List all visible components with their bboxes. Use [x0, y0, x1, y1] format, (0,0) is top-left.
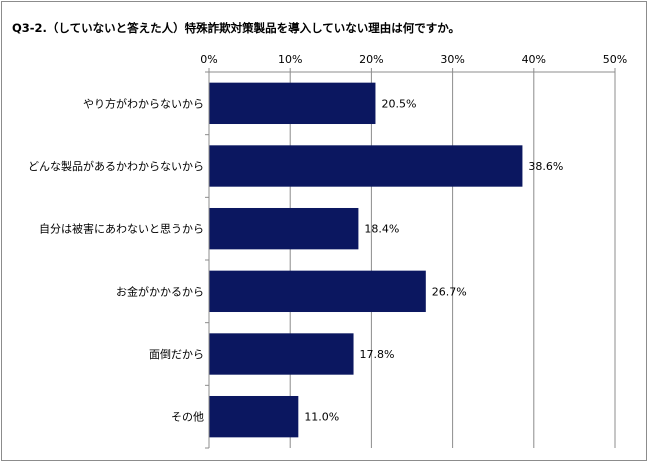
category-label: その他 — [171, 411, 204, 424]
bar — [209, 207, 359, 250]
bars — [209, 82, 523, 438]
bar — [209, 270, 426, 313]
category-labels: やり方がわからないからどんな製品があるかわからないから自分は被害にあわないと思う… — [28, 71, 209, 449]
data-labels: 20.5% 38.6% 18.4% 26.7% 17.8% 11.0% — [304, 97, 563, 423]
gridlines — [289, 72, 616, 448]
data-label: 11.0% — [304, 411, 339, 424]
x-tick-label: 30% — [440, 53, 464, 66]
x-tick-label: 10% — [278, 53, 302, 66]
bar — [209, 395, 299, 438]
category-label: やり方がわからないから — [83, 96, 204, 110]
data-label: 26.7% — [432, 285, 467, 298]
data-label: 17.8% — [360, 348, 395, 361]
x-axis-ticks: 0% 10% 20% 30% 40% 50% — [200, 53, 627, 73]
bar — [209, 145, 523, 187]
data-label: 20.5% — [381, 97, 416, 110]
bar — [209, 333, 354, 375]
category-label: 面倒だから — [149, 348, 204, 361]
x-tick-label: 50% — [603, 53, 627, 66]
chart-title: Q3-2.（していないと答えた人）特殊詐欺対策製品を導入していない理由は何ですか… — [12, 21, 460, 35]
x-tick-label: 20% — [359, 53, 383, 66]
x-tick-label: 40% — [522, 53, 546, 66]
data-label: 38.6% — [528, 160, 563, 173]
category-label: どんな製品があるかわからないから — [28, 159, 204, 173]
category-label: 自分は被害にあわないと思うから — [39, 222, 204, 236]
data-label: 18.4% — [364, 223, 399, 236]
x-tick-label: 0% — [200, 53, 217, 66]
bar — [209, 82, 376, 125]
category-label: お金がかかるから — [116, 284, 204, 298]
